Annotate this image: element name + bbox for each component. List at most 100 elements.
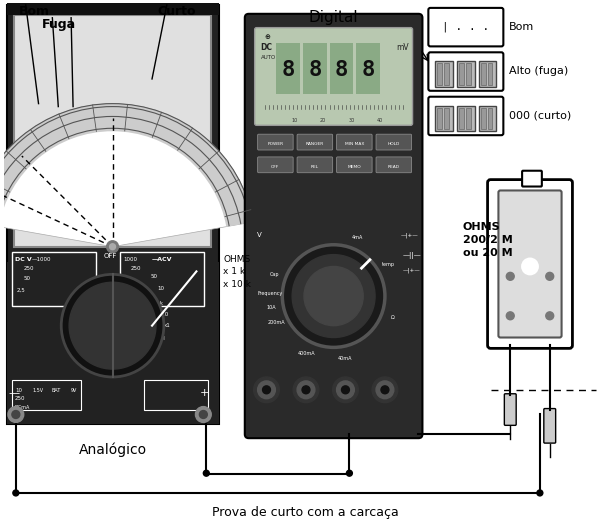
Text: 10: 10 <box>157 286 164 291</box>
Text: Digital: Digital <box>309 10 359 25</box>
Text: POWER: POWER <box>267 142 283 146</box>
FancyBboxPatch shape <box>457 106 475 131</box>
Text: Ω: Ω <box>391 315 395 320</box>
Text: x10: x10 <box>159 312 169 317</box>
Bar <box>12 380 81 410</box>
FancyBboxPatch shape <box>435 61 453 87</box>
Text: BAT: BAT <box>52 388 61 393</box>
FancyBboxPatch shape <box>488 180 572 349</box>
Text: 000 (curto): 000 (curto) <box>509 110 571 120</box>
Text: 400mA: 400mA <box>298 351 315 356</box>
FancyBboxPatch shape <box>276 43 300 94</box>
Text: x1k: x1k <box>154 301 164 306</box>
Circle shape <box>506 312 514 320</box>
Text: 1000: 1000 <box>124 256 138 262</box>
Text: OHM: OHM <box>154 336 166 341</box>
Circle shape <box>376 381 394 399</box>
Text: x1: x1 <box>164 322 171 328</box>
FancyBboxPatch shape <box>428 8 504 46</box>
FancyBboxPatch shape <box>329 43 353 94</box>
FancyBboxPatch shape <box>337 134 372 150</box>
Bar <box>14 15 211 247</box>
Text: 1.5V: 1.5V <box>33 388 44 393</box>
Text: Cap: Cap <box>270 272 279 277</box>
Text: 50: 50 <box>150 275 157 279</box>
Bar <box>7 3 219 15</box>
FancyBboxPatch shape <box>435 106 453 131</box>
FancyBboxPatch shape <box>466 63 471 85</box>
FancyBboxPatch shape <box>376 157 412 172</box>
Text: Alto (fuga): Alto (fuga) <box>509 66 569 76</box>
Circle shape <box>262 386 270 394</box>
Text: 30: 30 <box>348 118 354 123</box>
Bar <box>12 252 96 306</box>
Text: —ACV: —ACV <box>152 256 172 262</box>
Circle shape <box>347 470 353 476</box>
FancyBboxPatch shape <box>544 408 555 443</box>
Text: Frequency: Frequency <box>258 291 283 296</box>
FancyBboxPatch shape <box>457 61 475 87</box>
Text: | . . .: | . . . <box>442 21 490 32</box>
Text: OHMS
x 1 k
x 10 k: OHMS x 1 k x 10 k <box>223 255 251 289</box>
FancyBboxPatch shape <box>258 134 293 150</box>
Text: 20: 20 <box>320 118 326 123</box>
Text: Fuga: Fuga <box>41 18 76 31</box>
Text: REL: REL <box>311 165 319 169</box>
Circle shape <box>12 411 19 418</box>
Text: 250: 250 <box>130 266 141 271</box>
Text: Bom: Bom <box>509 22 535 32</box>
Text: —1000: —1000 <box>32 256 51 262</box>
Text: —|+—: —|+— <box>403 267 420 273</box>
Circle shape <box>110 244 116 250</box>
Circle shape <box>537 490 543 496</box>
FancyBboxPatch shape <box>488 107 493 129</box>
Circle shape <box>546 312 554 320</box>
Circle shape <box>302 386 310 394</box>
Text: OFF: OFF <box>104 253 118 258</box>
Circle shape <box>254 377 280 403</box>
Bar <box>144 380 208 410</box>
Circle shape <box>506 272 514 280</box>
FancyBboxPatch shape <box>481 107 485 129</box>
Text: 50: 50 <box>24 276 30 281</box>
FancyBboxPatch shape <box>356 43 380 94</box>
Text: 10: 10 <box>15 388 22 393</box>
Text: MEMO: MEMO <box>348 165 361 169</box>
Circle shape <box>293 377 319 403</box>
FancyBboxPatch shape <box>245 14 423 438</box>
FancyBboxPatch shape <box>444 107 449 129</box>
Circle shape <box>337 381 354 399</box>
Text: HOLD: HOLD <box>388 142 400 146</box>
Text: —|+—: —|+— <box>401 233 418 238</box>
Text: MIN MAX: MIN MAX <box>345 142 364 146</box>
FancyBboxPatch shape <box>479 106 496 131</box>
Text: 8: 8 <box>362 60 375 80</box>
Circle shape <box>522 258 538 275</box>
Text: AUTO: AUTO <box>261 55 276 60</box>
FancyBboxPatch shape <box>428 97 504 135</box>
Text: 8: 8 <box>335 60 348 80</box>
Circle shape <box>546 272 554 280</box>
Bar <box>121 252 205 306</box>
Bar <box>7 5 219 425</box>
FancyBboxPatch shape <box>444 63 449 85</box>
Wedge shape <box>0 104 253 227</box>
Text: Analógico: Analógico <box>79 442 147 456</box>
Circle shape <box>69 282 156 369</box>
FancyBboxPatch shape <box>437 63 442 85</box>
FancyBboxPatch shape <box>498 191 561 338</box>
FancyBboxPatch shape <box>303 43 326 94</box>
Text: Curto: Curto <box>157 5 195 18</box>
Text: 40mA: 40mA <box>337 356 352 361</box>
Text: Prova de curto com a carcaça: Prova de curto com a carcaça <box>211 506 398 519</box>
FancyBboxPatch shape <box>481 63 485 85</box>
Circle shape <box>8 406 24 423</box>
Text: OFF: OFF <box>271 165 280 169</box>
Circle shape <box>372 377 398 403</box>
FancyBboxPatch shape <box>437 107 442 129</box>
Text: 10: 10 <box>291 118 297 123</box>
FancyBboxPatch shape <box>466 107 471 129</box>
Text: RANGER: RANGER <box>306 142 324 146</box>
Text: 10A: 10A <box>267 305 276 309</box>
Text: 4mA: 4mA <box>351 235 363 240</box>
